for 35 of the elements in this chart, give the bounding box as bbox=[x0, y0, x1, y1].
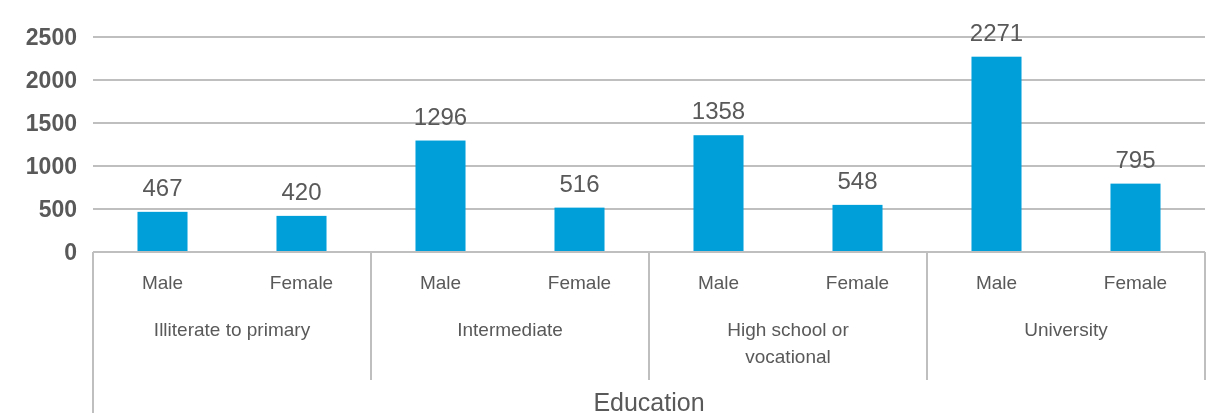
bar bbox=[693, 135, 744, 252]
x-tick-label: Male bbox=[975, 271, 1018, 293]
y-tick-label: 0 bbox=[64, 239, 77, 266]
x-tick-label: Female bbox=[825, 271, 890, 293]
x-tick-label: Male bbox=[697, 271, 740, 293]
data-label: 795 bbox=[1115, 145, 1156, 173]
data-label: 1358 bbox=[691, 97, 746, 125]
text: High school or vocational bbox=[727, 318, 850, 368]
x-tick-label: Female bbox=[1103, 271, 1168, 293]
x-tick-label: Female bbox=[269, 271, 334, 293]
bar bbox=[971, 56, 1022, 252]
data-label: 1296 bbox=[413, 102, 468, 130]
bar bbox=[1110, 183, 1161, 252]
data-label: 467 bbox=[142, 173, 183, 201]
text: Intermediate bbox=[457, 318, 563, 340]
data-label: 548 bbox=[837, 166, 878, 194]
bar bbox=[137, 211, 188, 252]
y-tick-label: 1000 bbox=[25, 153, 77, 180]
y-tick-label: 1500 bbox=[25, 110, 77, 137]
y-tick-label: 500 bbox=[38, 196, 77, 223]
x-tick-label: Female bbox=[547, 271, 612, 293]
bar bbox=[554, 207, 605, 252]
y-tick-label: 2000 bbox=[25, 67, 77, 94]
x-axis-title: Education bbox=[593, 388, 705, 416]
data-label: 2271 bbox=[969, 18, 1024, 46]
bar bbox=[832, 204, 883, 252]
text: Illiterate to primary bbox=[153, 318, 311, 340]
data-label: 516 bbox=[559, 169, 600, 197]
data-label: 420 bbox=[281, 177, 322, 205]
y-tick-label: 2500 bbox=[25, 24, 77, 51]
x-tick-label: Male bbox=[141, 271, 184, 293]
x-tick-label: Male bbox=[419, 271, 462, 293]
bar bbox=[276, 215, 327, 252]
bar bbox=[415, 140, 466, 252]
text: University bbox=[1024, 318, 1109, 340]
